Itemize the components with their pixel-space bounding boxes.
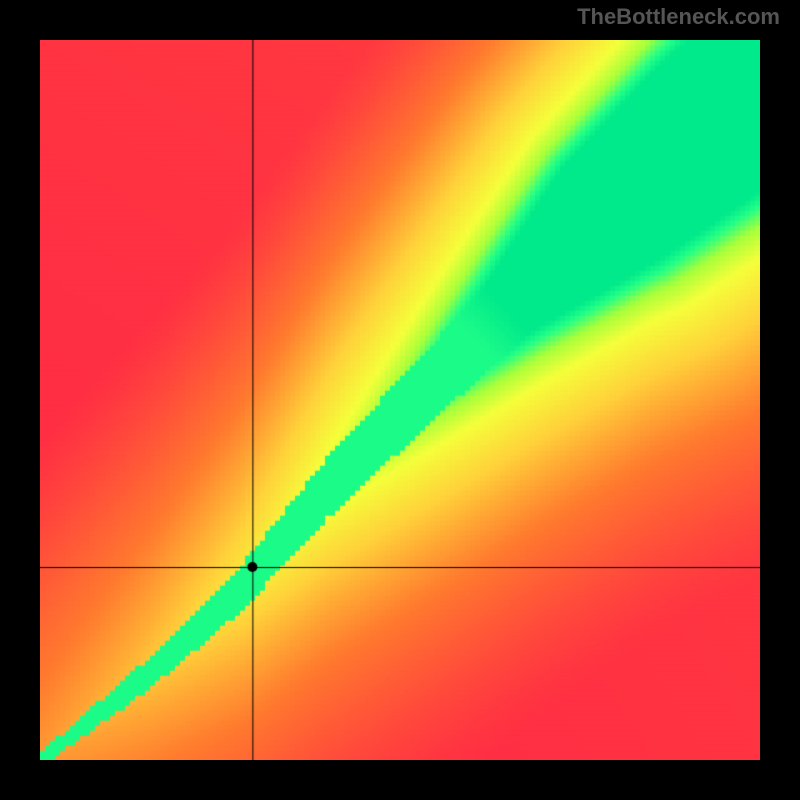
watermark-text: TheBottleneck.com bbox=[577, 4, 780, 30]
heatmap-canvas bbox=[40, 40, 760, 760]
heatmap-plot bbox=[40, 40, 760, 760]
chart-container: TheBottleneck.com bbox=[0, 0, 800, 800]
